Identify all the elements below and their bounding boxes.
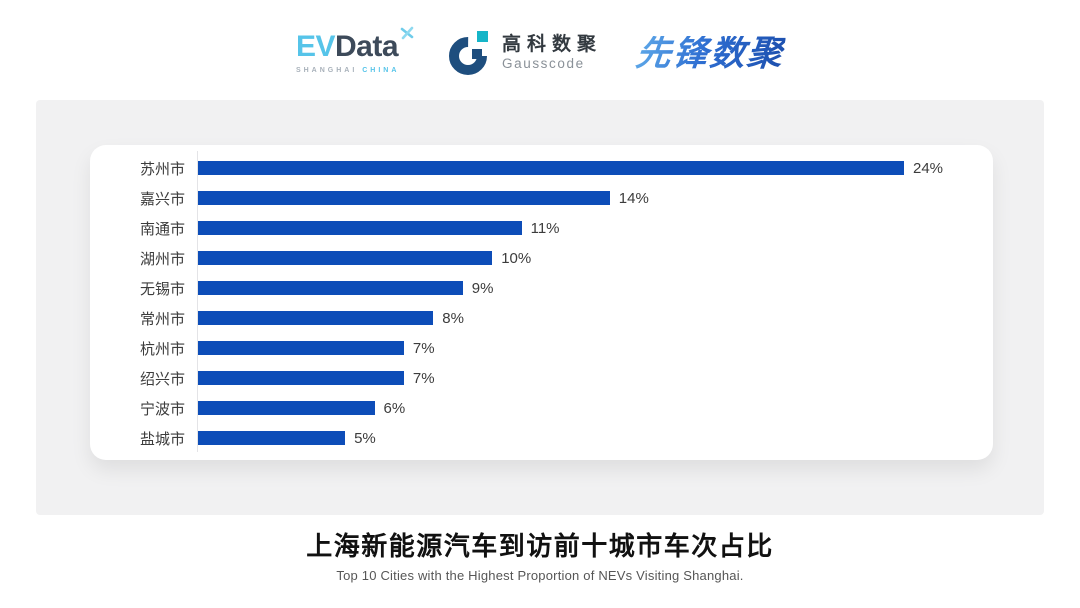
bar-label: 无锡市	[139, 280, 185, 298]
bar	[198, 401, 375, 415]
gausscode-logo: 高科数聚 Gausscode	[449, 30, 602, 76]
bar-value: 11%	[530, 219, 560, 237]
chart-row: 常州市 8%	[90, 303, 993, 333]
chart-card: 苏州市 24% 嘉兴市 14% 南通市 11% 湖州市 10% 无锡市 9% 常…	[90, 145, 993, 460]
bar-value: 14%	[618, 189, 649, 207]
xianfeng-logo: 先锋数聚	[633, 33, 787, 73]
y-axis-line	[197, 151, 198, 452]
gausscode-en-text: Gausscode	[502, 56, 585, 72]
gausscode-cn-text: 高科数聚	[502, 33, 603, 55]
evdata-shanghai-text: SHANGHAI	[295, 67, 358, 74]
bar	[198, 281, 463, 295]
bar-label: 杭州市	[139, 340, 185, 358]
bar-value: 5%	[354, 429, 376, 447]
evdata-subtitle: SHANGHAI CHINA	[296, 67, 399, 74]
bar-label: 苏州市	[139, 160, 185, 178]
chart-row: 宁波市 6%	[90, 393, 993, 423]
bar	[198, 371, 404, 385]
evdata-wordmark: EV Data	[295, 26, 415, 63]
bar-label: 南通市	[139, 220, 185, 238]
evdata-ev-text: EV	[295, 30, 336, 63]
footer: 上海新能源汽车到访前十城市车次占比 Top 10 Cities with the…	[0, 532, 1080, 583]
bar-value: 6%	[383, 399, 406, 417]
evdata-data-text: Data	[334, 30, 399, 63]
evdata-china-text: CHINA	[362, 67, 400, 74]
bar	[198, 341, 404, 355]
bar	[198, 161, 904, 175]
page-subtitle: Top 10 Cities with the Highest Proportio…	[336, 567, 744, 583]
chart-row: 绍兴市 7%	[90, 363, 993, 393]
chart-row: 盐城市 5%	[90, 423, 993, 453]
gausscode-text: 高科数聚 Gausscode	[502, 33, 603, 72]
chart-row: 嘉兴市 14%	[90, 183, 993, 213]
gausscode-g-icon	[449, 31, 489, 75]
bar-value: 24%	[913, 159, 944, 177]
bar	[198, 251, 493, 265]
bar-chart: 苏州市 24% 嘉兴市 14% 南通市 11% 湖州市 10% 无锡市 9% 常…	[90, 145, 993, 460]
page-title: 上海新能源汽车到访前十城市车次占比	[306, 531, 774, 561]
bar-value: 10%	[501, 249, 532, 267]
chart-row: 湖州市 10%	[90, 243, 993, 273]
bar-label: 盐城市	[139, 430, 185, 448]
bar-label: 嘉兴市	[139, 190, 185, 208]
bar	[198, 431, 346, 445]
chart-row: 无锡市 9%	[90, 273, 993, 303]
chart-panel: 苏州市 24% 嘉兴市 14% 南通市 11% 湖州市 10% 无锡市 9% 常…	[36, 100, 1044, 515]
bar-value: 7%	[412, 339, 435, 357]
evdata-x-icon	[400, 26, 414, 40]
bar-value: 9%	[471, 279, 494, 297]
bar-label: 湖州市	[139, 250, 185, 268]
bar	[198, 311, 434, 325]
bar-label: 常州市	[139, 310, 185, 328]
chart-rows: 苏州市 24% 嘉兴市 14% 南通市 11% 湖州市 10% 无锡市 9% 常…	[90, 153, 993, 453]
chart-row: 苏州市 24%	[90, 153, 993, 183]
bar-value: 8%	[442, 309, 464, 327]
logo-strip: EV Data SHANGHAI CHINA 高科数聚 Gausscode	[0, 24, 1080, 82]
bar-label: 宁波市	[139, 400, 185, 418]
chart-row: 杭州市 7%	[90, 333, 993, 363]
bar-value: 7%	[412, 369, 435, 387]
chart-row: 南通市 11%	[90, 213, 993, 243]
bar-label: 绍兴市	[139, 370, 185, 388]
evdata-logo: EV Data SHANGHAI CHINA	[295, 26, 415, 74]
bar	[198, 191, 610, 205]
bar	[198, 221, 522, 235]
